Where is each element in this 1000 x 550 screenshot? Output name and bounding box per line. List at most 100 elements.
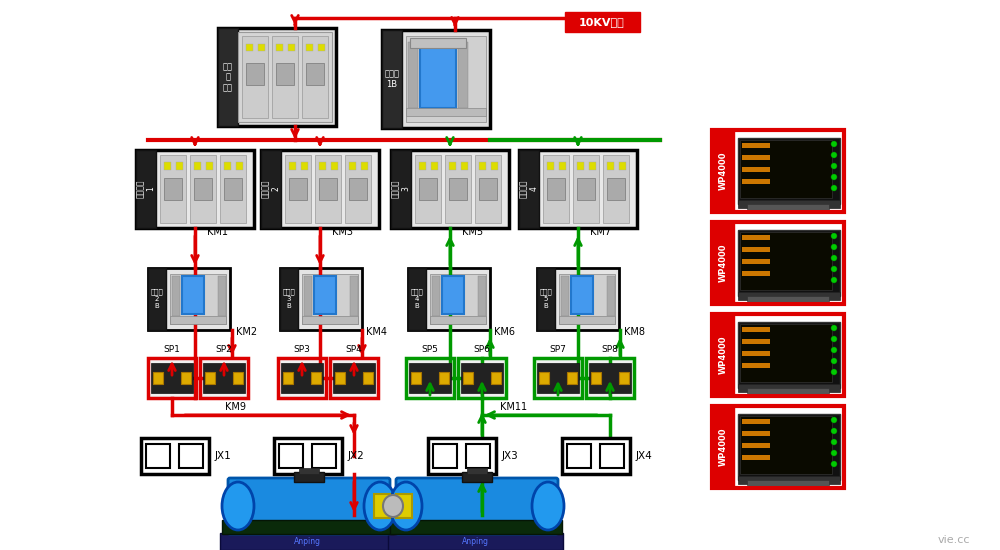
Bar: [712, 222, 734, 304]
Bar: [742, 259, 770, 264]
Bar: [562, 438, 630, 474]
Text: JX1: JX1: [215, 451, 232, 461]
Bar: [603, 155, 629, 223]
Bar: [335, 372, 345, 384]
Bar: [607, 162, 614, 170]
Bar: [738, 230, 840, 296]
Bar: [742, 155, 770, 160]
Bar: [519, 150, 637, 228]
Bar: [439, 372, 449, 384]
Bar: [432, 276, 440, 316]
Bar: [479, 178, 497, 200]
Bar: [172, 276, 180, 316]
Bar: [431, 162, 438, 170]
Text: vie.cc: vie.cc: [938, 535, 970, 545]
Text: KM8: KM8: [624, 327, 645, 337]
Bar: [519, 150, 539, 228]
Bar: [285, 155, 311, 223]
Bar: [302, 316, 358, 324]
Bar: [382, 30, 490, 128]
Text: KM9: KM9: [225, 402, 246, 412]
Bar: [712, 314, 734, 396]
Bar: [233, 372, 243, 384]
Bar: [543, 155, 569, 223]
Bar: [547, 178, 565, 200]
Bar: [463, 372, 473, 384]
Text: 整流
／
回馈: 整流 ／ 回馈: [223, 62, 233, 92]
FancyBboxPatch shape: [396, 478, 558, 534]
Text: KM1: KM1: [207, 227, 228, 237]
Bar: [345, 155, 371, 223]
Bar: [238, 32, 332, 122]
Bar: [712, 314, 844, 396]
Bar: [280, 268, 362, 330]
FancyBboxPatch shape: [228, 478, 390, 534]
Text: Anping: Anping: [294, 536, 320, 546]
Bar: [315, 155, 341, 223]
Text: 变压器
2
B: 变压器 2 B: [151, 289, 163, 309]
Bar: [148, 358, 196, 398]
Bar: [220, 155, 246, 223]
Bar: [430, 274, 486, 324]
Bar: [742, 235, 770, 240]
Bar: [306, 44, 313, 51]
Circle shape: [831, 185, 837, 191]
Bar: [571, 276, 593, 314]
Bar: [224, 178, 242, 200]
Text: SP2: SP2: [216, 345, 232, 354]
Bar: [170, 316, 226, 324]
Text: SP6: SP6: [474, 345, 490, 354]
Bar: [491, 162, 498, 170]
Text: KM3: KM3: [332, 227, 353, 237]
Bar: [312, 444, 336, 468]
Text: KM6: KM6: [494, 327, 515, 337]
Text: JX4: JX4: [636, 451, 653, 461]
Bar: [408, 42, 418, 108]
Bar: [382, 30, 402, 128]
Bar: [419, 162, 426, 170]
Bar: [205, 372, 215, 384]
Bar: [153, 372, 163, 384]
Bar: [559, 162, 566, 170]
Bar: [380, 500, 406, 512]
Bar: [258, 44, 265, 51]
Bar: [577, 178, 595, 200]
Bar: [537, 268, 555, 330]
Bar: [218, 28, 238, 126]
Bar: [319, 178, 337, 200]
Bar: [242, 36, 268, 118]
Bar: [479, 162, 486, 170]
Bar: [289, 162, 296, 170]
Bar: [445, 155, 471, 223]
Text: SP1: SP1: [164, 345, 180, 354]
Circle shape: [831, 277, 837, 283]
Text: KM4: KM4: [366, 327, 387, 337]
Text: SP8: SP8: [602, 345, 618, 354]
Bar: [148, 268, 230, 330]
Bar: [742, 179, 770, 184]
Text: 数字电源
2: 数字电源 2: [261, 180, 281, 198]
Ellipse shape: [222, 482, 254, 530]
Bar: [712, 406, 734, 488]
Bar: [740, 416, 832, 474]
Bar: [222, 520, 394, 534]
Bar: [276, 44, 283, 51]
Bar: [573, 155, 599, 223]
Text: 数字电源
3: 数字电源 3: [391, 180, 411, 198]
Circle shape: [831, 336, 837, 342]
Bar: [349, 178, 367, 200]
Bar: [742, 455, 770, 460]
Bar: [278, 358, 326, 398]
Bar: [160, 155, 186, 223]
Bar: [391, 150, 411, 228]
Bar: [406, 108, 486, 116]
Bar: [281, 363, 323, 393]
Text: SP7: SP7: [550, 345, 566, 354]
Bar: [361, 162, 368, 170]
Text: 变压器
3
B: 变压器 3 B: [283, 289, 295, 309]
Bar: [288, 44, 295, 51]
Bar: [272, 36, 298, 118]
Bar: [619, 162, 626, 170]
Bar: [141, 438, 209, 474]
Bar: [559, 316, 615, 324]
